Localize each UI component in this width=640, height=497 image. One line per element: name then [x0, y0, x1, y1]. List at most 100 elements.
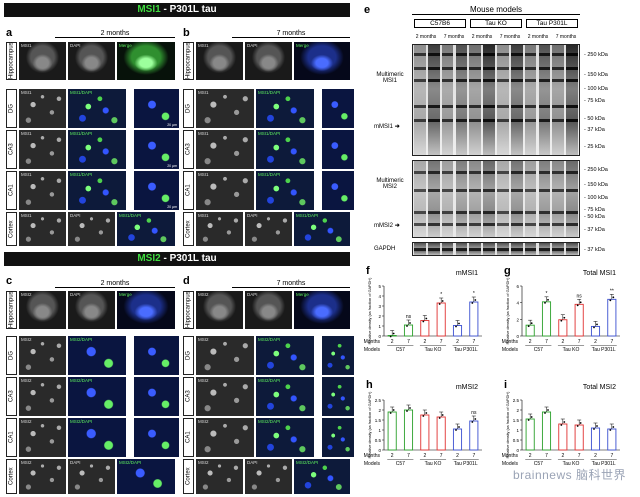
data-point — [530, 416, 533, 418]
data-point — [563, 316, 566, 319]
bar — [590, 427, 601, 451]
image-msi1: MSI1 — [19, 171, 66, 210]
blot-band — [469, 119, 482, 122]
y-tick-label: 6 — [516, 284, 519, 289]
blot-band — [552, 53, 565, 56]
blot-band — [538, 223, 551, 226]
data-point — [441, 414, 444, 416]
data-point — [471, 421, 474, 423]
data-point — [438, 417, 441, 419]
image-msi1: MSI1 — [196, 212, 243, 246]
y-tick-label: 2 — [516, 317, 519, 322]
image-msi2-dapi: MSI2/DAPI — [256, 336, 314, 375]
data-point — [389, 335, 392, 338]
data-point — [458, 426, 460, 428]
bar — [541, 301, 552, 337]
banner-green-text: MSI1 — [137, 4, 161, 15]
scale-bar-label: 20 µm — [167, 205, 177, 209]
blot-band — [455, 189, 468, 192]
blot-band — [524, 79, 537, 82]
blot-band — [566, 105, 578, 108]
channel-label: DAPI — [247, 460, 258, 465]
panel-c-ca1-row: CA1 MSI2 MSI2/DAPI — [6, 418, 179, 457]
blot-lane — [469, 161, 482, 237]
blot-band — [497, 223, 509, 226]
blot-band — [538, 67, 551, 70]
row-label-dg: DG — [183, 89, 194, 128]
channel-label: MSI1 — [198, 90, 209, 95]
panel-b-title: 7 months — [232, 30, 350, 38]
data-point — [593, 428, 595, 430]
kda-marker-label: - 37 kDa — [584, 127, 605, 133]
blot-band — [524, 211, 537, 214]
blot-band — [538, 189, 551, 192]
channel-label: MSI1/DAPI — [258, 90, 281, 95]
channel-label: MSI2/DAPI — [119, 460, 142, 465]
data-point — [560, 319, 563, 322]
blot-lane — [497, 161, 509, 237]
channel-label: MSI1/DAPI — [70, 172, 93, 177]
blot-band — [483, 79, 495, 82]
month-tick-label: 7 — [440, 339, 443, 345]
image-msi1: MSI1 — [19, 89, 66, 128]
row-label-hippocampus: Hippocampus — [6, 291, 17, 329]
blot-band — [469, 223, 482, 226]
blot-band — [414, 119, 426, 122]
channel-label: MSI2/DAPI — [70, 337, 93, 342]
kda-marker-label: - 250 kDa — [584, 52, 608, 58]
channel-label: MSI2 — [21, 419, 32, 424]
model-label: C57 — [534, 347, 543, 353]
blot-band — [414, 223, 426, 226]
month-tick-label: 2 — [594, 453, 597, 459]
blot-band — [566, 53, 578, 56]
blot-band — [441, 248, 454, 251]
blot-band — [455, 223, 468, 226]
channel-label: MSI2/DAPI — [258, 378, 281, 383]
blot-band — [455, 248, 468, 251]
blot-band — [566, 211, 578, 214]
channel-label: DAPI — [70, 43, 81, 48]
bar — [387, 411, 397, 451]
data-point — [474, 418, 477, 420]
blot-band — [469, 53, 482, 56]
channel-label: MSI2 — [198, 337, 209, 342]
month-tick-label: 2 — [529, 339, 532, 345]
blot-band — [441, 53, 454, 56]
image-zoom — [322, 336, 354, 375]
bar — [469, 420, 479, 451]
months-label: Months — [502, 453, 519, 459]
y-tick-label: 0.5 — [375, 438, 382, 443]
blot-lane — [414, 161, 426, 237]
channel-label: Merge — [119, 292, 132, 297]
image-dapi: DAPI — [245, 459, 292, 494]
image-merge: Merge — [294, 42, 350, 80]
image-dapi: DAPI — [68, 42, 115, 80]
image-zoom: 20 µm — [134, 130, 179, 169]
channel-label: MSI2 — [21, 292, 32, 297]
data-point — [560, 424, 563, 426]
month-tick-label: 7 — [472, 339, 475, 345]
blot-group-label: C57B6 — [414, 19, 466, 28]
blot-lane — [455, 45, 468, 155]
row-label-hippocampus: Hippocampus — [183, 291, 194, 329]
image-msi1-dapi: MSI1/DAPI — [294, 212, 350, 246]
blot-band — [483, 53, 495, 56]
scale-bar-label: 20 µm — [167, 164, 177, 168]
y-tick-label: 2.5 — [375, 398, 382, 403]
blot-band — [441, 223, 454, 226]
bar — [574, 303, 584, 337]
image-msi1: MSI1 — [19, 42, 66, 80]
blot-band — [510, 79, 523, 82]
blot-band — [510, 171, 523, 174]
y-tick-label: 2.5 — [513, 398, 520, 403]
blot-band — [441, 211, 454, 214]
blot-age-label: 2 months — [415, 34, 437, 40]
blot-lane — [510, 45, 523, 155]
blot-lane — [524, 161, 537, 237]
model-label: Tau P301L — [592, 347, 616, 353]
blot-band — [427, 189, 440, 192]
image-zoom — [322, 418, 354, 457]
data-point — [593, 326, 595, 329]
blot-band — [441, 105, 454, 108]
bar — [558, 319, 568, 337]
